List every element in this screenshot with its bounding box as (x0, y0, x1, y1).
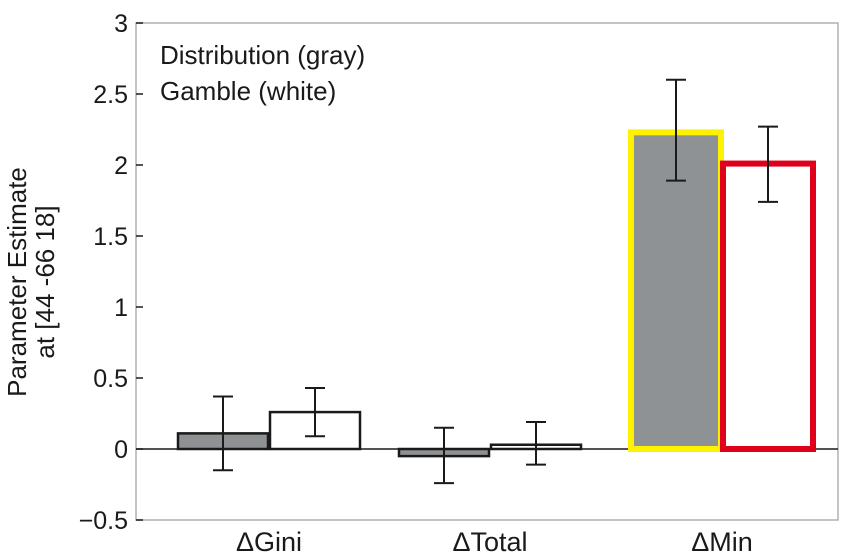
y-tick-label: 0 (114, 436, 128, 464)
bar-gamble-2 (720, 160, 816, 453)
legend-line-gamble: Gamble (white) (160, 76, 336, 106)
y-tick-label: 1.5 (93, 223, 128, 251)
error-bar-distribution-1 (434, 426, 454, 485)
error-bar-gamble-2 (758, 125, 778, 203)
error-bar-distribution-2 (666, 78, 686, 182)
y-tick-label: 0.5 (93, 365, 128, 393)
error-bar-distribution-0 (213, 395, 233, 472)
y-tick-label: 2.5 (93, 81, 128, 109)
category-label: ΔTotal (452, 527, 527, 557)
y-axis-label-line-2: at [44 -66 18] (30, 205, 60, 358)
error-bar-gamble-1 (526, 421, 546, 466)
y-tick-label: −0.5 (79, 507, 128, 535)
legend: Distribution (gray) Gamble (white) (160, 40, 365, 106)
y-tick-label: 1 (114, 294, 128, 322)
error-bar-gamble-0 (305, 386, 325, 438)
y-axis-label: Parameter Estimate at [44 -66 18] (2, 167, 60, 397)
y-tick-label: 3 (114, 10, 128, 38)
category-label: ΔGini (236, 527, 302, 557)
legend-line-distribution: Distribution (gray) (160, 40, 365, 70)
y-tick-label: 2 (114, 152, 128, 180)
y-axis-label-line-1: Parameter Estimate (2, 167, 32, 397)
category-label: ΔMin (691, 527, 753, 557)
